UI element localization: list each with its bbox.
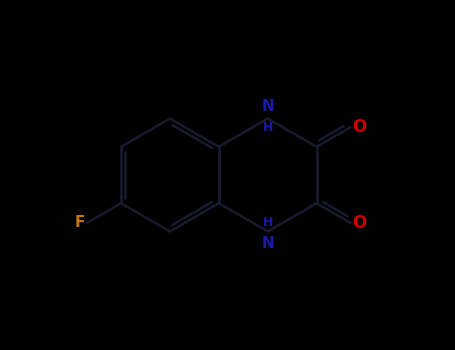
Text: H: H (263, 121, 273, 134)
Text: F: F (75, 215, 85, 230)
Text: N: N (261, 236, 274, 251)
Text: N: N (261, 99, 274, 114)
Text: O: O (353, 118, 367, 136)
Text: O: O (353, 214, 367, 232)
Text: H: H (263, 216, 273, 229)
